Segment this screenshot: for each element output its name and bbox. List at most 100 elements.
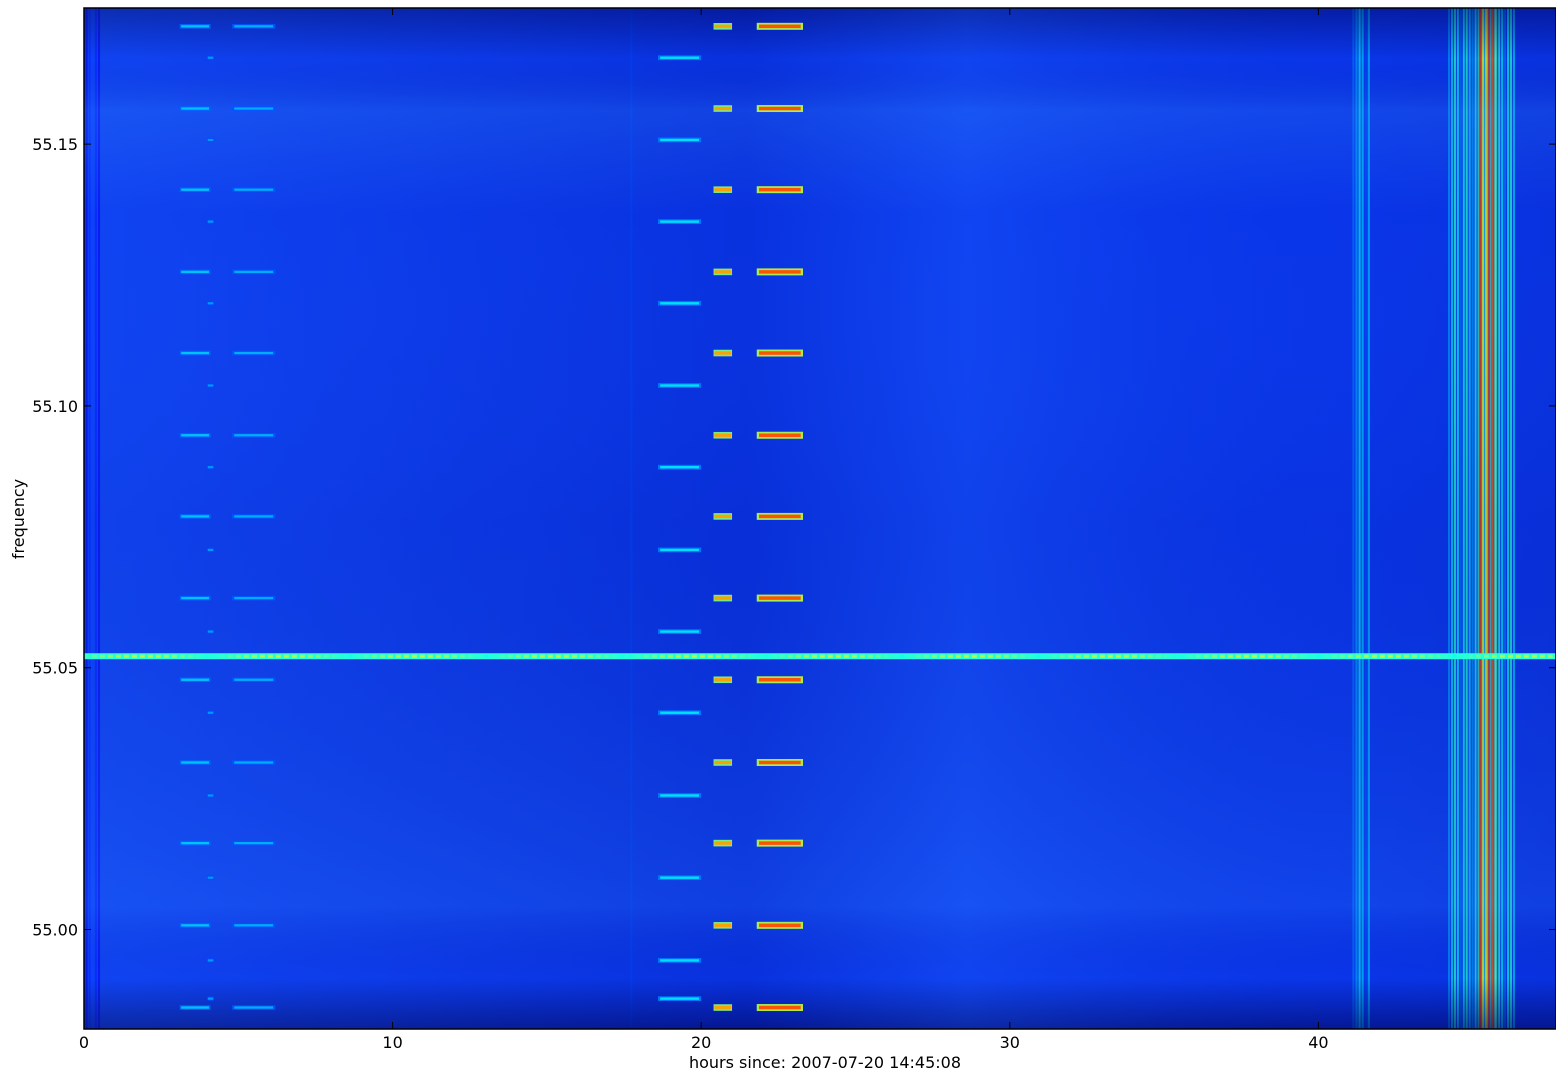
- persistent-line-segment: [1492, 654, 1497, 658]
- comb-burst-core: [714, 188, 732, 192]
- persistent-line-segment: [716, 654, 721, 658]
- comb-burst-core: [207, 630, 214, 633]
- persistent-line-segment: [484, 654, 489, 658]
- plot-frame: [83, 7, 1556, 1030]
- comb-burst-core: [759, 270, 801, 274]
- persistent-line-segment: [532, 654, 537, 658]
- comb-burst-core: [660, 548, 700, 552]
- persistent-line-segment: [1388, 654, 1393, 658]
- persistent-line-segment: [340, 654, 345, 658]
- comb-burst-core: [234, 270, 274, 274]
- persistent-line-segment: [756, 654, 761, 658]
- persistent-line-segment: [1124, 654, 1129, 658]
- persistent-line-segment: [1052, 654, 1057, 658]
- persistent-line-segment: [708, 654, 713, 658]
- persistent-line-segment: [1476, 654, 1481, 658]
- comb-burst-core: [759, 514, 801, 519]
- persistent-line-segment: [660, 654, 665, 658]
- x-tick-label: 40: [1308, 1033, 1328, 1052]
- persistent-line-segment: [1004, 654, 1009, 658]
- persistent-line-segment: [580, 654, 585, 658]
- persistent-line-segment: [1220, 654, 1225, 658]
- persistent-line-segment: [1380, 654, 1385, 658]
- comb-burst-core: [207, 384, 214, 387]
- comb-burst-core: [714, 923, 732, 927]
- persistent-line-segment: [1516, 654, 1521, 658]
- persistent-line-segment: [444, 654, 449, 658]
- persistent-line-segment: [964, 654, 969, 658]
- comb-burst-core: [714, 596, 732, 600]
- persistent-line-segment: [276, 654, 281, 658]
- persistent-line-segment: [1196, 654, 1201, 658]
- persistent-line-segment: [1068, 654, 1073, 658]
- comb-burst-core: [759, 923, 801, 928]
- persistent-line-segment: [1540, 654, 1545, 658]
- persistent-line-segment: [164, 654, 169, 658]
- persistent-line-segment: [1132, 654, 1137, 658]
- comb-burst-core: [714, 433, 732, 437]
- persistent-line-segment: [916, 654, 921, 658]
- persistent-line-segment: [140, 654, 145, 658]
- persistent-line-segment: [740, 654, 745, 658]
- persistent-line-segment: [804, 654, 809, 658]
- persistent-line-segment: [1148, 654, 1153, 658]
- comb-burst-core: [714, 1005, 732, 1010]
- persistent-line-segment: [516, 654, 521, 658]
- persistent-line-segment: [1252, 654, 1257, 658]
- persistent-line-segment: [420, 654, 425, 658]
- comb-burst-core: [759, 841, 801, 845]
- y-axis-label: frequency: [9, 479, 28, 559]
- comb-burst-core: [714, 24, 732, 28]
- persistent-line-segment: [1396, 654, 1401, 658]
- persistent-line-segment: [636, 654, 641, 658]
- persistent-line-segment: [1188, 654, 1193, 658]
- persistent-line-segment: [644, 654, 649, 658]
- persistent-line-segment: [508, 654, 513, 658]
- persistent-line-segment: [780, 654, 785, 658]
- persistent-line-segment: [1468, 654, 1473, 658]
- persistent-line-segment: [564, 654, 569, 658]
- persistent-line-segment: [1420, 654, 1425, 658]
- persistent-line-segment: [908, 654, 913, 658]
- persistent-line-segment: [308, 654, 313, 658]
- persistent-line-segment: [988, 654, 993, 658]
- persistent-line-segment: [996, 654, 1001, 658]
- persistent-line-segment: [1140, 654, 1145, 658]
- persistent-line-segment: [620, 654, 625, 658]
- comb-burst-core: [207, 56, 214, 59]
- persistent-line-segment: [356, 654, 361, 658]
- persistent-line-segment: [1164, 654, 1169, 658]
- persistent-line-segment: [1300, 654, 1305, 658]
- persistent-line-segment: [236, 654, 241, 658]
- comb-burst-core: [181, 107, 209, 110]
- persistent-line-segment: [108, 654, 113, 658]
- comb-burst-core: [181, 25, 209, 28]
- persistent-line-segment: [700, 654, 705, 658]
- comb-burst-core: [714, 270, 732, 274]
- y-tick-label: 55.05: [32, 659, 78, 678]
- comb-burst-core: [660, 794, 700, 797]
- persistent-line-segment: [1204, 654, 1209, 658]
- persistent-line-segment: [1332, 654, 1337, 658]
- comb-burst-core: [759, 760, 801, 765]
- comb-burst-core: [759, 351, 801, 355]
- comb-burst-core: [234, 761, 274, 764]
- persistent-line-segment: [876, 654, 881, 658]
- persistent-line-segment: [388, 654, 393, 658]
- plot-area: [84, 8, 1556, 1029]
- persistent-line-segment: [692, 654, 697, 658]
- persistent-line-segment: [812, 654, 817, 658]
- persistent-line-segment: [148, 654, 153, 658]
- persistent-line-segment: [1236, 654, 1241, 658]
- persistent-line-segment: [732, 654, 737, 658]
- horizontal-shading: [84, 8, 1556, 1029]
- x-tick-label: 0: [79, 1033, 89, 1052]
- persistent-line-segment: [396, 654, 401, 658]
- persistent-line-segment: [212, 654, 217, 658]
- persistent-line-segment: [932, 654, 937, 658]
- persistent-line-segment: [948, 654, 953, 658]
- persistent-line-segment: [1268, 654, 1273, 658]
- comb-burst-core: [207, 220, 214, 223]
- persistent-line-segment: [956, 654, 961, 658]
- comb-burst-core: [207, 997, 214, 1000]
